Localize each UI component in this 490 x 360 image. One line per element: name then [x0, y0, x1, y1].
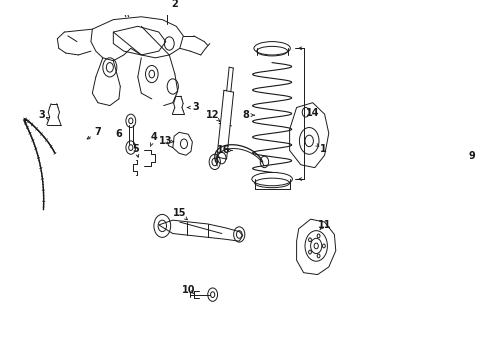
- Text: 14: 14: [306, 108, 320, 118]
- Text: 3: 3: [193, 103, 199, 112]
- Text: 8: 8: [243, 110, 250, 120]
- Text: 2: 2: [171, 0, 177, 9]
- Text: 16: 16: [217, 145, 231, 156]
- Text: 4: 4: [150, 132, 157, 142]
- Text: 13: 13: [159, 136, 172, 146]
- Text: 9: 9: [468, 151, 475, 161]
- Text: 10: 10: [182, 285, 196, 295]
- Text: 7: 7: [95, 127, 101, 137]
- Text: 3: 3: [39, 110, 46, 120]
- Text: 15: 15: [173, 208, 187, 219]
- Text: 5: 5: [132, 144, 139, 154]
- Text: 11: 11: [318, 220, 331, 230]
- Text: 6: 6: [116, 129, 122, 139]
- Text: 1: 1: [320, 144, 326, 154]
- Text: 12: 12: [206, 110, 220, 120]
